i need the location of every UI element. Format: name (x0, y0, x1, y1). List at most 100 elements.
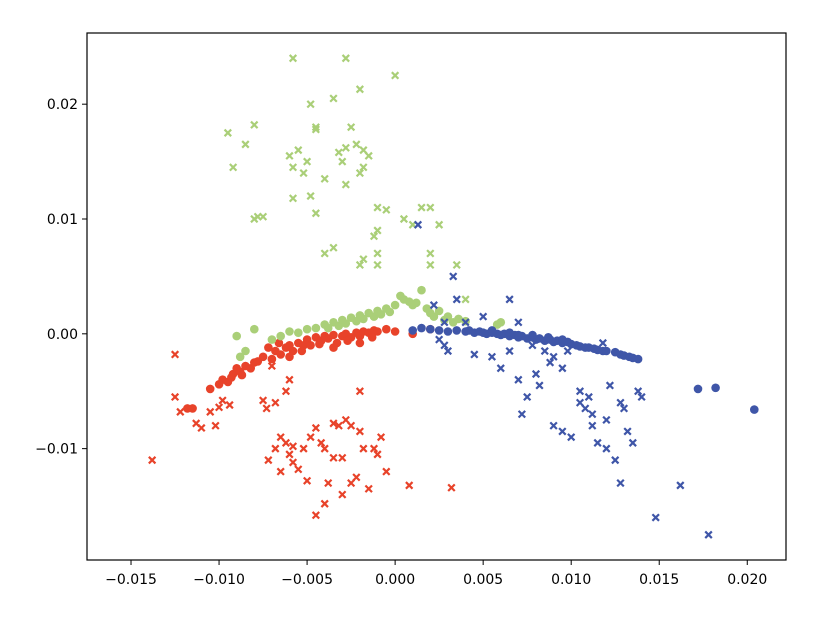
data-point (367, 333, 377, 342)
data-point (373, 226, 382, 235)
data-point (514, 318, 523, 327)
data-point (311, 423, 320, 433)
data-point (567, 433, 576, 442)
data-point (288, 194, 298, 203)
data-point (417, 285, 426, 295)
data-point (429, 301, 438, 310)
data-point (299, 168, 308, 178)
data-point (320, 499, 329, 508)
data-point (352, 473, 361, 482)
data-point (271, 398, 280, 407)
data-point (329, 330, 338, 340)
data-point (276, 467, 285, 476)
data-point (315, 339, 324, 349)
data-point (288, 54, 298, 63)
data-point (711, 383, 720, 393)
data-point (306, 433, 315, 442)
data-point (558, 427, 567, 436)
data-point (241, 346, 250, 356)
data-point (338, 490, 347, 499)
data-point (170, 350, 180, 359)
data-point (355, 85, 364, 94)
data-point (373, 450, 382, 459)
data-point (376, 433, 386, 442)
data-point (148, 456, 157, 465)
data-point (170, 392, 180, 402)
data-point (479, 312, 488, 321)
data-point (443, 327, 453, 336)
data-point (317, 438, 326, 447)
data-point (227, 373, 236, 382)
x-tick-label: −0.010 (193, 572, 245, 588)
data-point (593, 438, 602, 447)
data-point (341, 143, 350, 152)
data-point (329, 343, 338, 352)
data-point (294, 328, 303, 338)
data-point (452, 326, 462, 335)
data-point (276, 331, 286, 341)
data-point (382, 324, 391, 334)
data-point (449, 272, 458, 281)
data-point (563, 346, 572, 356)
data-point (704, 530, 713, 539)
data-point (598, 338, 607, 348)
data-point (294, 146, 303, 155)
data-point (676, 481, 685, 490)
data-point (341, 54, 350, 63)
data-point (329, 419, 338, 428)
data-point (693, 384, 703, 394)
data-point (276, 433, 285, 442)
data-point (359, 314, 368, 324)
data-point (470, 350, 479, 359)
data-point (225, 400, 234, 410)
data-point (417, 203, 426, 212)
data-point (505, 295, 514, 304)
data-point (584, 392, 593, 402)
data-point (359, 444, 368, 453)
data-point (391, 71, 400, 80)
data-point (274, 338, 284, 348)
data-point (382, 467, 391, 476)
data-point (320, 174, 329, 183)
data-point (297, 346, 307, 356)
plot-frame (86, 32, 787, 561)
data-point (581, 404, 590, 413)
data-point (633, 354, 643, 364)
data-point (405, 481, 414, 490)
data-point (329, 453, 338, 462)
data-point (211, 421, 220, 430)
data-point (426, 324, 435, 334)
data-point (575, 398, 585, 407)
data-point (390, 327, 400, 336)
data-point (440, 341, 449, 350)
data-point (369, 444, 379, 453)
data-point (262, 404, 271, 413)
data-point (588, 421, 597, 430)
data-point (355, 387, 364, 396)
data-point (285, 352, 294, 362)
data-point (281, 438, 291, 447)
data-point (487, 326, 497, 335)
data-point (588, 410, 597, 419)
data-point (237, 370, 247, 380)
y-tick-label: 0.01 (47, 212, 78, 228)
data-point (285, 450, 294, 459)
data-point (258, 212, 268, 221)
data-point (176, 407, 185, 416)
data-point (545, 358, 555, 367)
data-point (452, 295, 461, 304)
data-point (341, 319, 351, 328)
data-point (250, 120, 259, 129)
data-point (390, 300, 400, 310)
data-point (276, 350, 286, 359)
data-point (435, 335, 444, 344)
data-point (605, 381, 615, 390)
data-point (417, 323, 426, 333)
data-point (205, 384, 215, 394)
points-layer (148, 54, 759, 539)
data-point (373, 249, 382, 258)
data-point (294, 465, 303, 474)
data-point (514, 375, 523, 384)
data-point (338, 157, 347, 166)
data-point (514, 330, 523, 340)
